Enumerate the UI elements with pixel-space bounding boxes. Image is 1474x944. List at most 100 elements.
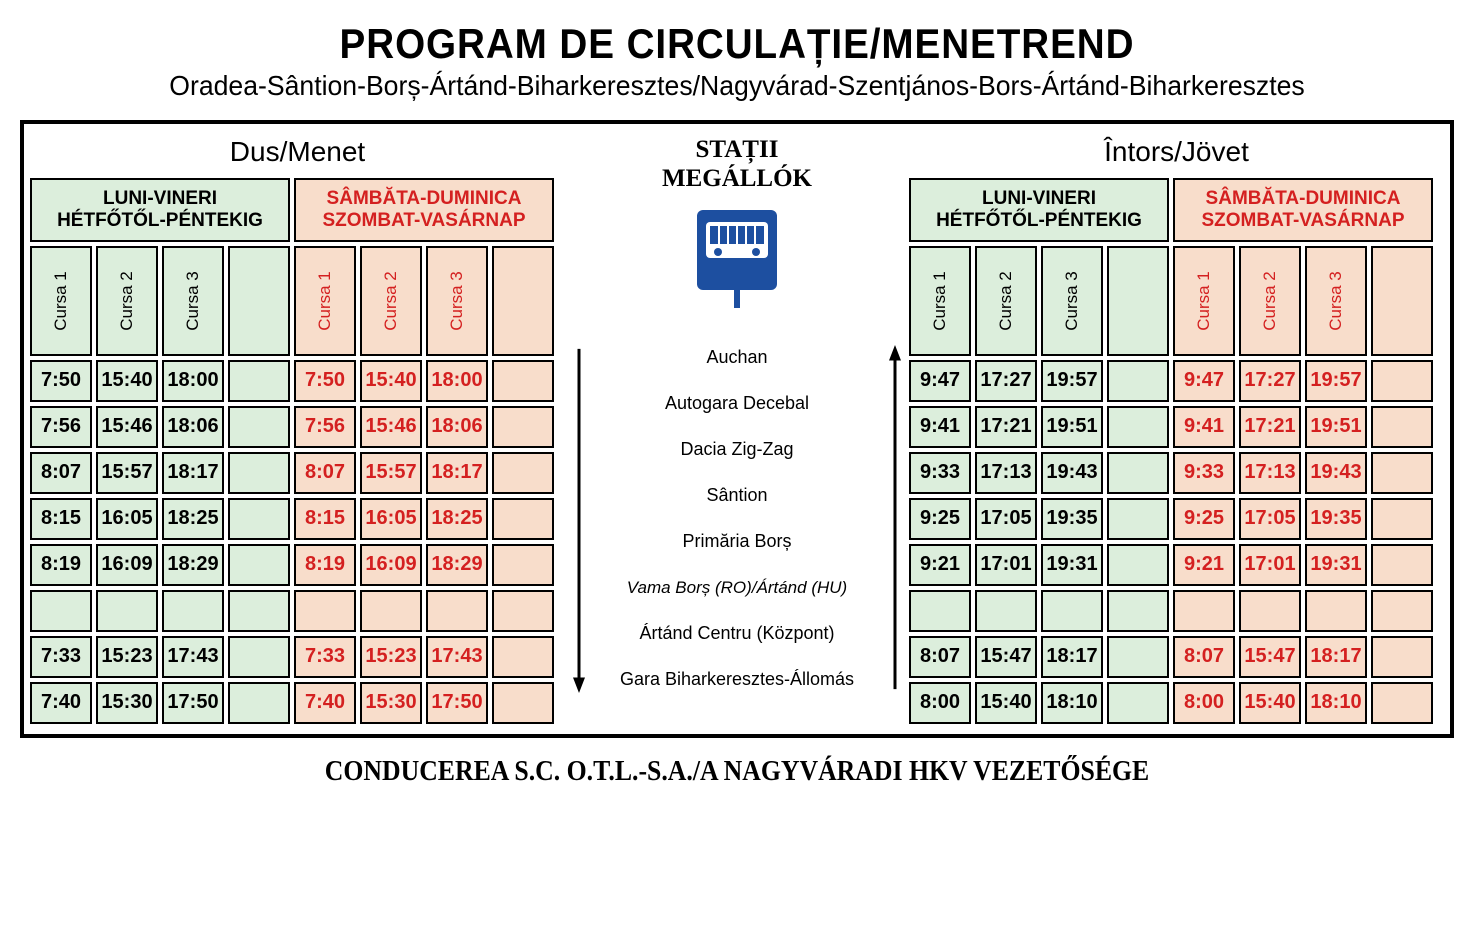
dus-time-cell (492, 636, 554, 678)
intors-time-cell (1107, 682, 1169, 724)
intors-time-cell: 9:21 (909, 544, 971, 586)
intors-cursa-cell: Cursa 3 (1305, 246, 1367, 356)
dus-time-row: 7:3315:2317:437:3315:2317:43 (30, 636, 565, 678)
intors-time-row (909, 590, 1444, 632)
intors-time-cell: 9:41 (1173, 406, 1235, 448)
dus-time-cell: 18:17 (426, 452, 488, 494)
intors-time-cell (1371, 636, 1433, 678)
dus-time-cell (228, 406, 290, 448)
intors-day-headers: LUNI-VINERIHÉTFŐTŐL-PÉNTEKIGSÂMBĂTA-DUMI… (909, 178, 1444, 242)
intors-time-cell: 9:25 (909, 498, 971, 540)
dus-time-cell: 17:43 (162, 636, 224, 678)
intors-time-cell (1305, 590, 1367, 632)
dus-time-cell: 18:06 (162, 406, 224, 448)
dus-time-cell: 15:46 (96, 406, 158, 448)
intors-time-cell: 8:07 (909, 636, 971, 678)
dus-time-cell: 15:23 (96, 636, 158, 678)
intors-time-cell: 17:27 (975, 360, 1037, 402)
stations-header: STAȚII MEGÁLLÓK (662, 130, 812, 200)
dus-cursa-row: Cursa 1Cursa 2Cursa 3Cursa 1Cursa 2Cursa… (30, 246, 565, 356)
dus-time-cell (492, 590, 554, 632)
intors-time-cell: 19:35 (1305, 498, 1367, 540)
dus-time-cell: 15:30 (360, 682, 422, 724)
dus-time-cell: 7:50 (294, 360, 356, 402)
dus-time-cell: 7:56 (30, 406, 92, 448)
dus-time-row: 8:1516:0518:258:1516:0518:25 (30, 498, 565, 540)
station-row: Gara Biharkeresztes-Állomás (569, 657, 905, 703)
intors-side: Întors/Jövet LUNI-VINERIHÉTFŐTŐL-PÉNTEKI… (909, 130, 1444, 728)
stations-header-line2: MEGÁLLÓK (662, 165, 812, 192)
dus-time-cell: 15:23 (360, 636, 422, 678)
intors-time-cell: 8:00 (1173, 682, 1235, 724)
dus-time-cell (228, 636, 290, 678)
intors-cursa-cell: Cursa 2 (975, 246, 1037, 356)
dus-time-row: 7:5615:4618:067:5615:4618:06 (30, 406, 565, 448)
intors-time-row: 9:3317:1319:439:3317:1319:43 (909, 452, 1444, 494)
schedule-container: PROGRAM DE CIRCULAȚIE/MENETREND Oradea-S… (20, 20, 1454, 788)
dus-time-cell: 15:30 (96, 682, 158, 724)
intors-time-row: 8:0015:4018:108:0015:4018:10 (909, 682, 1444, 724)
intors-time-cell: 17:05 (975, 498, 1037, 540)
intors-time-cell: 15:47 (1239, 636, 1301, 678)
intors-time-cell: 9:33 (909, 452, 971, 494)
arrow-down-icon (571, 345, 587, 693)
dus-time-cell (426, 590, 488, 632)
dus-time-rows: 7:5015:4018:007:5015:4018:007:5615:4618:… (30, 360, 565, 728)
station-row: Dacia Zig-Zag (569, 427, 905, 473)
dus-time-cell: 15:57 (360, 452, 422, 494)
dus-time-cell: 8:19 (30, 544, 92, 586)
dus-time-cell: 18:06 (426, 406, 488, 448)
dus-day-headers: LUNI-VINERIHÉTFŐTŐL-PÉNTEKIGSÂMBĂTA-DUMI… (30, 178, 565, 242)
dus-time-cell: 17:50 (162, 682, 224, 724)
intors-cursa-cell: Cursa 2 (1239, 246, 1301, 356)
intors-time-cell (1239, 590, 1301, 632)
intors-time-cell (1107, 636, 1169, 678)
intors-time-cell: 19:57 (1041, 360, 1103, 402)
dus-time-cell: 7:40 (294, 682, 356, 724)
station-rows: AuchanAutogara DecebalDacia Zig-ZagSânti… (569, 335, 905, 703)
dus-time-cell: 7:33 (30, 636, 92, 678)
dus-time-cell: 18:25 (426, 498, 488, 540)
dus-time-cell (228, 360, 290, 402)
intors-time-cell (1173, 590, 1235, 632)
intors-weekend-header: SÂMBĂTA-DUMINICASZOMBAT-VASÁRNAP (1173, 178, 1433, 242)
dus-time-cell (228, 498, 290, 540)
intors-time-row: 9:4717:2719:579:4717:2719:57 (909, 360, 1444, 402)
dus-time-cell: 18:25 (162, 498, 224, 540)
intors-time-cell: 19:31 (1305, 544, 1367, 586)
intors-time-row: 9:2517:0519:359:2517:0519:35 (909, 498, 1444, 540)
dus-time-cell: 18:00 (162, 360, 224, 402)
intors-time-cell (1371, 498, 1433, 540)
intors-time-cell: 9:33 (1173, 452, 1235, 494)
dus-time-cell (228, 544, 290, 586)
dus-cursa-cell: Cursa 3 (426, 246, 488, 356)
center-column: STAȚII MEGÁLLÓK (565, 130, 909, 728)
dus-time-cell: 8:15 (294, 498, 356, 540)
intors-time-cell: 9:21 (1173, 544, 1235, 586)
dus-time-cell (492, 406, 554, 448)
dus-time-cell: 18:00 (426, 360, 488, 402)
intors-cursa-row: Cursa 1Cursa 2Cursa 3Cursa 1Cursa 2Cursa… (909, 246, 1444, 356)
dus-time-cell (492, 498, 554, 540)
dus-time-cell (228, 452, 290, 494)
dus-time-cell: 8:19 (294, 544, 356, 586)
intors-time-cell (1107, 406, 1169, 448)
station-row: Ártánd Centru (Központ) (569, 611, 905, 657)
intors-cursa-cell: Cursa 3 (1041, 246, 1103, 356)
dus-weekday-header: LUNI-VINERIHÉTFŐTŐL-PÉNTEKIG (30, 178, 290, 242)
dus-cursa-cell: Cursa 1 (30, 246, 92, 356)
dus-cursa-cell: Cursa 2 (360, 246, 422, 356)
dus-cursa-cell: Cursa 3 (162, 246, 224, 356)
dus-time-cell: 7:33 (294, 636, 356, 678)
intors-time-cell: 17:01 (1239, 544, 1301, 586)
dus-time-row: 8:1916:0918:298:1916:0918:29 (30, 544, 565, 586)
footer-text: CONDUCEREA S.C. O.T.L.-S.A./A NAGYVÁRADI… (77, 756, 1396, 788)
intors-cursa-cell: Cursa 1 (1173, 246, 1235, 356)
intors-time-cell (1371, 360, 1433, 402)
stations-header-line1: STAȚII (696, 136, 779, 163)
dus-time-cell: 16:09 (96, 544, 158, 586)
intors-time-cell (1371, 682, 1433, 724)
arrow-up-icon (887, 345, 903, 693)
intors-header: Întors/Jövet (909, 130, 1444, 178)
main-box: Dus/Menet LUNI-VINERIHÉTFŐTŐL-PÉNTEKIGSÂ… (20, 120, 1454, 738)
